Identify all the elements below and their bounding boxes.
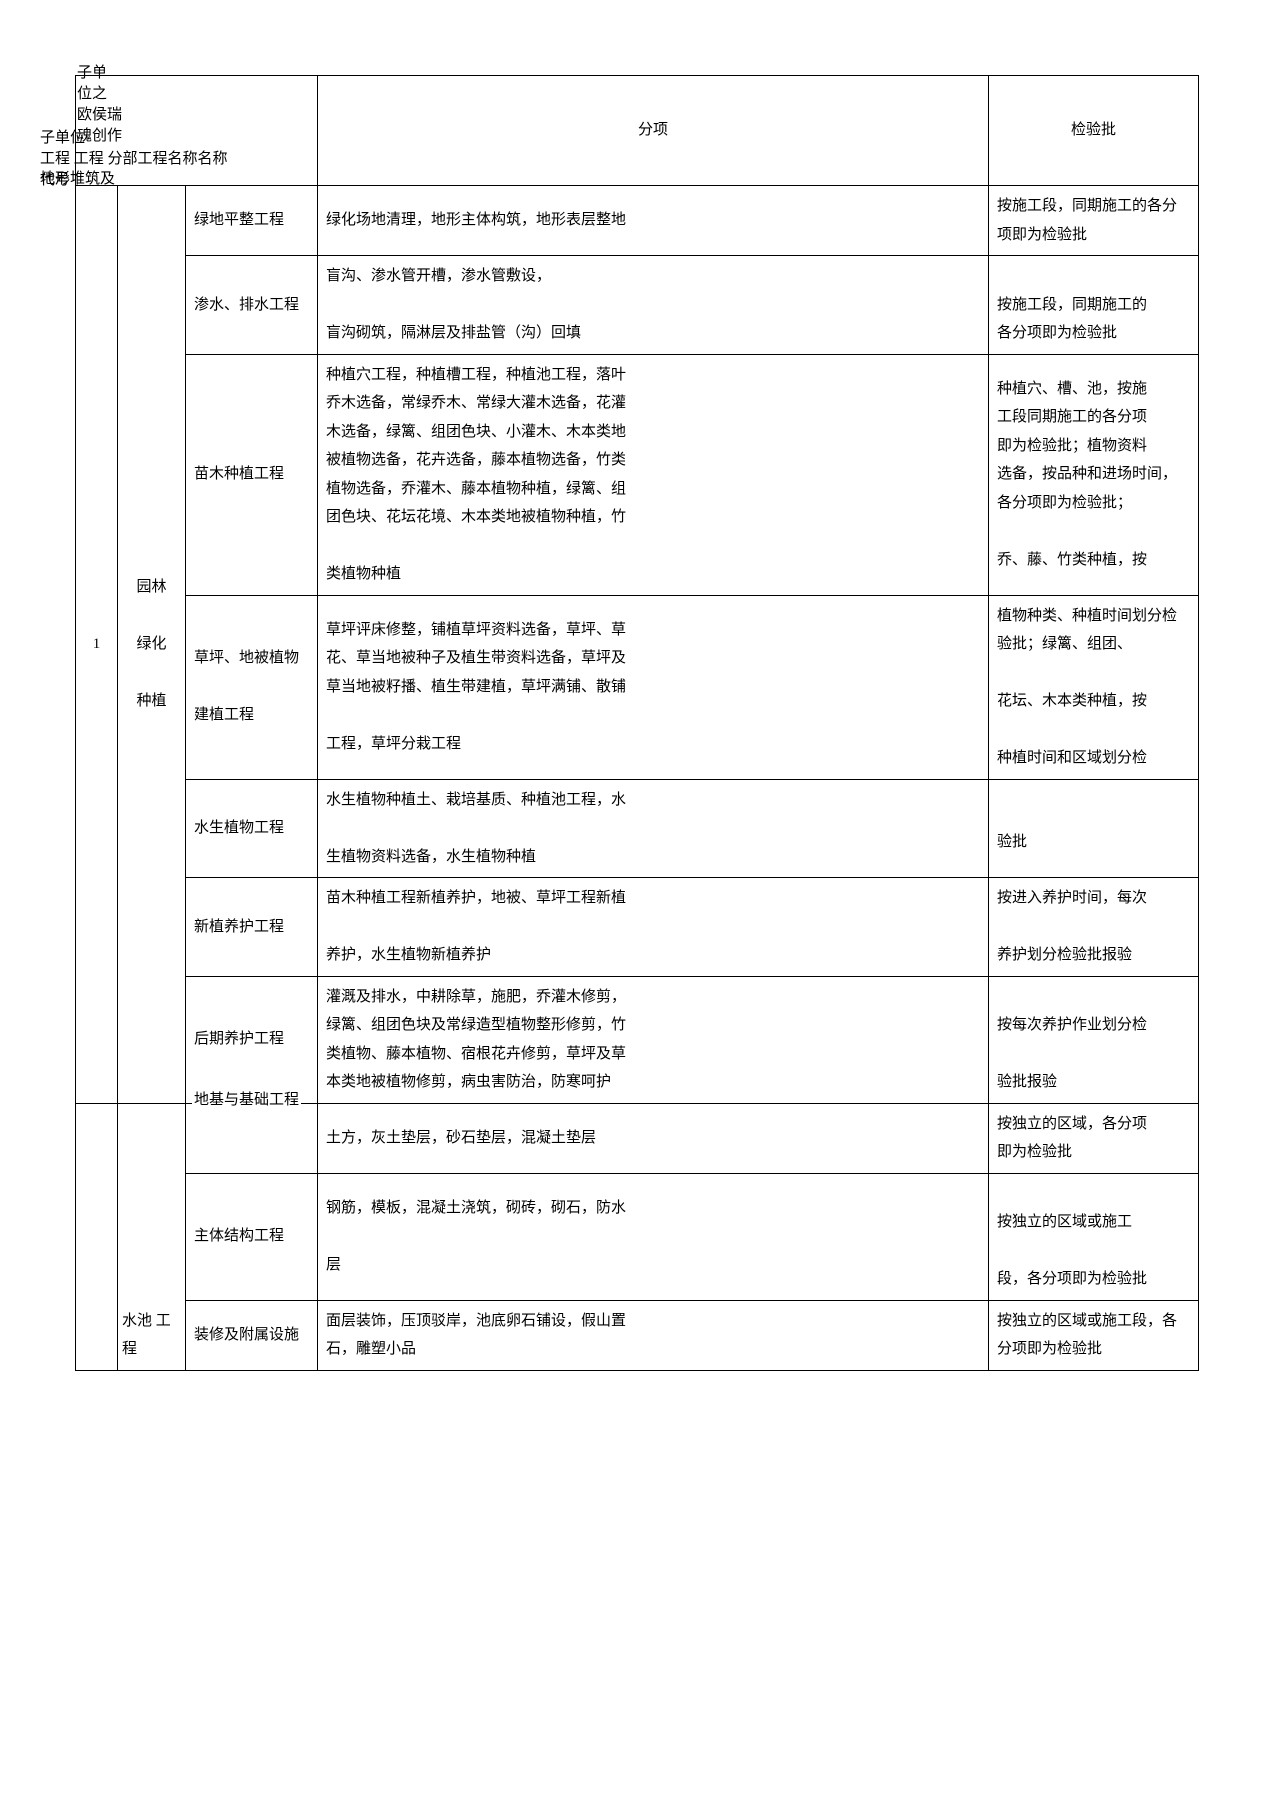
table-row: 新植养护工程苗木种植工程新植养护，地被、草坪工程新植养护，水生植物新植养护按进入… — [76, 878, 1199, 977]
unit-name: 园林绿化种植 — [118, 186, 186, 1104]
table-row: 苗木种植工程种植穴工程，种植槽工程，种植池工程，落叶乔木选备，常绿乔木、常绿大灌… — [76, 354, 1199, 595]
unit-code — [76, 1103, 118, 1370]
header-col-fenxiang: 分项 — [318, 76, 989, 186]
table-row: 后期养护工程灌溉及排水，中耕除草，施肥，乔灌木修剪，绿篱、组团色块及常绿造型植物… — [76, 976, 1199, 1103]
fenxiang-content: 灌溉及排水，中耕除草，施肥，乔灌木修剪，绿篱、组团色块及常绿造型植物整形修剪，竹… — [318, 976, 989, 1103]
jianyanpi-content: 种植穴、槽、池，按施工段同期施工的各分项即为检验批；植物资料选备，按品种和进场时… — [989, 354, 1199, 595]
jianyanpi-content: 按施工段，同期施工的各分项即为检验批 — [989, 256, 1199, 355]
jianyanpi-content: 按每次养护作业划分检验批报验 — [989, 976, 1199, 1103]
table-row: 渗水、排水工程盲沟、渗水管开槽，渗水管敷设，盲沟砌筑，隔淋层及排盐管（沟）回填按… — [76, 256, 1199, 355]
jianyanpi-content: 按进入养护时间，每次养护划分检验批报验 — [989, 878, 1199, 977]
fenbu-name: 主体结构工程 — [186, 1173, 318, 1300]
unit-name: 水池 工程 — [118, 1103, 186, 1370]
table-row: 1园林绿化种植绿地平整工程绿化场地清理，地形主体构筑，地形表层整地按施工段，同期… — [76, 186, 1199, 256]
fenxiang-content: 绿化场地清理，地形主体构筑，地形表层整地 — [318, 186, 989, 256]
fenxiang-content: 草坪评床修整，铺植草坪资料选备，草坪、草花、草当地被种子及植生带资料选备，草坪及… — [318, 595, 989, 779]
engineering-table: 子单位之欧侯瑞魂创作子单位工程 工程 分部工程名称名称代号地形堆筑及分项检验批1… — [75, 75, 1199, 1371]
header-line3: 地形堆筑及 — [40, 165, 240, 194]
jianyanpi-content: 按独立的区域，各分项即为检验批 — [989, 1103, 1199, 1173]
unit-code: 1 — [76, 186, 118, 1104]
header-left-block: 子单位之欧侯瑞魂创作子单位工程 工程 分部工程名称名称代号地形堆筑及 — [76, 76, 318, 186]
fenbu-name: 新植养护工程 — [186, 878, 318, 977]
fenbu-name: 草坪、地被植物建植工程 — [186, 595, 318, 779]
fenbu-name: 苗木种植工程 — [186, 354, 318, 595]
table-row: 装修及附属设施面层装饰，压顶驳岸，池底卵石铺设，假山置石，雕塑小品按独立的区域或… — [76, 1300, 1199, 1370]
fenbu-name: 水生植物工程 — [186, 779, 318, 878]
fenxiang-content: 面层装饰，压顶驳岸，池底卵石铺设，假山置石，雕塑小品 — [318, 1300, 989, 1370]
fenxiang-content: 苗木种植工程新植养护，地被、草坪工程新植养护，水生植物新植养护 — [318, 878, 989, 977]
jianyanpi-content: 按独立的区域或施工段，各分项即为检验批 — [989, 1173, 1199, 1300]
fenbu-overflow-label: 地基与基础工程 — [192, 1086, 301, 1115]
table-row: 水池 工程地基与基础工程土方，灰土垫层，砂石垫层，混凝土垫层按独立的区域，各分项… — [76, 1103, 1199, 1173]
fenxiang-content: 水生植物种植土、栽培基质、种植池工程，水生植物资料选备，水生植物种植 — [318, 779, 989, 878]
jianyanpi-content: 植物种类、种植时间划分检验批；绿篱、组团、花坛、木本类种植，按种植时间和区域划分… — [989, 595, 1199, 779]
fenbu-name: 绿地平整工程 — [186, 186, 318, 256]
header-col-jianyanpi: 检验批 — [989, 76, 1199, 186]
fenbu-name: 后期养护工程 — [186, 976, 318, 1103]
table-row: 草坪、地被植物建植工程草坪评床修整，铺植草坪资料选备，草坪、草花、草当地被种子及… — [76, 595, 1199, 779]
fenxiang-content: 种植穴工程，种植槽工程，种植池工程，落叶乔木选备，常绿乔木、常绿大灌木选备，花灌… — [318, 354, 989, 595]
jianyanpi-content: 验批 — [989, 779, 1199, 878]
fenxiang-content: 钢筋，模板，混凝土浇筑，砌砖，砌石，防水层 — [318, 1173, 989, 1300]
table-row: 水生植物工程水生植物种植土、栽培基质、种植池工程，水生植物资料选备，水生植物种植… — [76, 779, 1199, 878]
table-row: 主体结构工程钢筋，模板，混凝土浇筑，砌砖，砌石，防水层按独立的区域或施工段，各分… — [76, 1173, 1199, 1300]
fenbu-name: 地基与基础工程 — [186, 1103, 318, 1173]
fenxiang-content: 土方，灰土垫层，砂石垫层，混凝土垫层 — [318, 1103, 989, 1173]
fenxiang-content: 盲沟、渗水管开槽，渗水管敷设，盲沟砌筑，隔淋层及排盐管（沟）回填 — [318, 256, 989, 355]
fenbu-name: 渗水、排水工程 — [186, 256, 318, 355]
jianyanpi-content: 按施工段，同期施工的各分项即为检验批 — [989, 186, 1199, 256]
fenbu-name: 装修及附属设施 — [186, 1300, 318, 1370]
jianyanpi-content: 按独立的区域或施工段，各分项即为检验批 — [989, 1300, 1199, 1370]
